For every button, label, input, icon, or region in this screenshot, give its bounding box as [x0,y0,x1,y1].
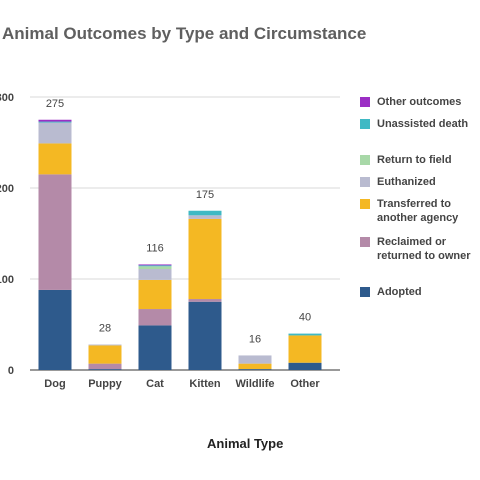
bar-segment [188,299,222,302]
bar-segment [88,363,122,370]
bar-segment [88,345,122,364]
bar-segment [138,265,172,267]
bar-total-label: 28 [99,323,111,335]
bar-segment [138,268,172,280]
bar-total-label: 116 [146,242,164,254]
chart-title: Animal Outcomes by Type and Circumstance [2,24,367,43]
legend-label: Euthanized [377,176,436,188]
legend-label: Reclaimed or returned to owner [377,236,471,262]
x-tick-label: Kitten [189,378,220,390]
legend-item: Transferred to another agency [360,197,477,225]
x-tick-label: Puppy [88,378,122,390]
bar-segment [38,122,72,144]
bar-segment [188,301,222,370]
bar-segment [138,266,172,269]
bar-total-label: 40 [299,312,311,324]
bar-segment [38,143,72,175]
x-axis-title: Animal Type [207,436,284,451]
bar-segment [38,119,72,122]
legend-swatch [360,155,370,165]
bar-segment [288,335,322,363]
bar-segment [188,215,222,219]
x-tick-label: Wildlife [235,378,274,390]
legend-swatch [360,177,370,187]
bar-segment [88,344,122,346]
bar-segment [38,174,72,290]
legend-item: Reclaimed or returned to owner [360,235,477,263]
legend-label: Unassisted death [377,118,469,130]
bar-segment [238,369,272,370]
legend-swatch [360,287,370,297]
legend-label: Other outcomes [377,96,462,108]
y-tick-label: 0 [8,365,14,377]
x-tick-label: Cat [146,378,164,390]
legend-label: Return to field [377,154,452,166]
bar-segment [238,355,272,364]
bar-segment [138,264,172,266]
legend-item: Euthanized [360,175,477,189]
legend-swatch [360,119,370,129]
y-tick-label: 300 [0,92,14,104]
bar-total-label: 175 [196,189,214,201]
bar-segment [188,210,222,216]
y-tick-label: 200 [0,183,14,195]
legend-swatch [360,237,370,247]
legend-item: Return to field [360,153,477,167]
legend-label: Transferred to another agency [377,198,459,224]
legend-item: Other outcomes [360,95,477,109]
y-tick-label: 100 [0,274,14,286]
bar-total-label: 16 [249,333,261,345]
x-tick-label: Other [290,378,320,390]
bar-segment [138,309,172,326]
legend-item: Unassisted death [360,117,477,131]
legend-label: Adopted [377,286,422,298]
bar-segment [88,369,122,370]
bar-segment [238,363,272,370]
bar-segment [138,279,172,310]
bar-segment [288,333,322,336]
x-tick-label: Dog [44,378,65,390]
bar-segment [38,121,72,123]
bar-segment [138,325,172,370]
bar-segment [288,362,322,370]
bar-segment [38,289,72,370]
legend-item: Adopted [360,285,477,299]
legend-swatch [360,97,370,107]
bar-total-label: 275 [46,98,64,110]
legend-swatch [360,199,370,209]
bar-segment [188,218,222,300]
